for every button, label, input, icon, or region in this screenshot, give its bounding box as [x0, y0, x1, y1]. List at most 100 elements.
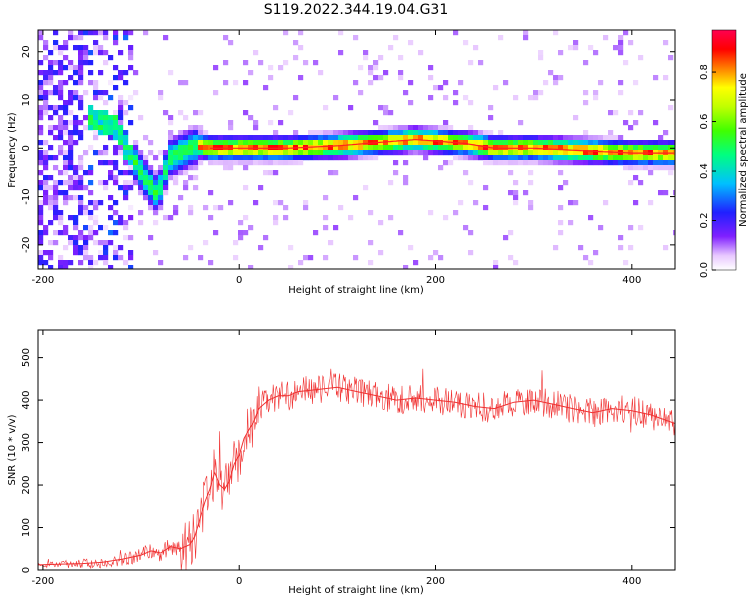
- heatmap-cell: [273, 170, 279, 176]
- heatmap-cell: [388, 215, 394, 221]
- heatmap-cell: [593, 140, 599, 146]
- heatmap-cell: [58, 260, 64, 266]
- heatmap-cell: [358, 145, 364, 151]
- heatmap-cell: [373, 75, 379, 81]
- heatmap-cell: [208, 160, 214, 166]
- heatmap-cell: [543, 80, 549, 86]
- heatmap-cell: [478, 155, 484, 161]
- heatmap-cell: [513, 190, 519, 196]
- heatmap-cell: [198, 125, 204, 131]
- heatmap-cell: [43, 175, 49, 181]
- heatmap-cell: [308, 135, 314, 141]
- heatmap-cell: [473, 135, 479, 141]
- heatmap-cell: [233, 145, 239, 151]
- heatmap-cell: [428, 75, 434, 81]
- heatmap-cell: [633, 175, 639, 181]
- heatmap-cell: [263, 150, 269, 156]
- heatmap-cell: [98, 90, 104, 96]
- heatmap-cell: [218, 135, 224, 141]
- heatmap-cell: [293, 130, 299, 136]
- heatmap-cell: [463, 145, 469, 151]
- colorbar-gradient: [711, 29, 737, 271]
- heatmap-cell: [413, 125, 419, 131]
- heatmap-cell: [423, 145, 429, 151]
- heatmap-cell: [158, 150, 164, 156]
- heatmap-cell: [253, 160, 259, 166]
- heatmap-cell: [68, 110, 74, 116]
- heatmap-cell: [48, 205, 54, 211]
- heatmap-cell: [168, 170, 174, 176]
- heatmap-cell: [378, 105, 384, 111]
- heatmap-cell: [663, 140, 669, 146]
- heatmap-cell: [108, 135, 114, 141]
- heatmap-cell: [428, 210, 434, 216]
- heatmap-cell: [238, 235, 244, 241]
- heatmap-cell: [648, 200, 654, 206]
- heatmap-cell: [273, 105, 279, 111]
- heatmap-cell: [423, 130, 429, 136]
- heatmap-cell: [98, 255, 104, 261]
- heatmap-cell: [93, 150, 99, 156]
- heatmap-cell: [638, 145, 644, 151]
- heatmap-cell: [48, 175, 54, 181]
- heatmap-cell: [148, 190, 154, 196]
- heatmap-cell: [613, 140, 619, 146]
- heatmap-cell: [373, 150, 379, 156]
- heatmap-cell: [323, 255, 329, 261]
- heatmap-cell: [43, 95, 49, 101]
- heatmap-cell: [543, 135, 549, 141]
- heatmap-cell: [613, 145, 619, 151]
- heatmap-cell: [258, 155, 264, 161]
- heatmap-cell: [188, 205, 194, 211]
- heatmap-cell: [273, 140, 279, 146]
- heatmap-cell: [88, 190, 94, 196]
- heatmap-cell: [153, 250, 159, 256]
- heatmap-cell: [458, 130, 464, 136]
- heatmap-cell: [113, 255, 119, 261]
- heatmap-cell: [338, 135, 344, 141]
- heatmap-cell: [663, 190, 669, 196]
- heatmap-cell: [568, 135, 574, 141]
- heatmap-cell: [668, 55, 674, 61]
- heatmap-cell: [58, 130, 64, 136]
- heatmap-cell: [238, 155, 244, 161]
- heatmap-cell: [83, 250, 89, 256]
- heatmap-cell: [438, 165, 444, 171]
- heatmap-cell: [63, 230, 69, 236]
- heatmap-cell: [388, 145, 394, 151]
- heatmap-cell: [403, 160, 409, 166]
- heatmap-cell: [83, 225, 89, 231]
- heatmap-cell: [158, 200, 164, 206]
- heatmap-cell: [128, 215, 134, 221]
- heatmap-cell: [68, 235, 74, 241]
- heatmap-cell: [108, 160, 114, 166]
- heatmap-cell: [658, 145, 664, 151]
- heatmap-cell: [188, 140, 194, 146]
- heatmap-cell: [148, 185, 154, 191]
- heatmap-cell: [243, 140, 249, 146]
- heatmap-cell: [198, 135, 204, 141]
- heatmap-cell: [223, 80, 229, 86]
- heatmap-cell: [68, 90, 74, 96]
- heatmap-cell: [113, 40, 119, 46]
- heatmap-cell: [528, 155, 534, 161]
- heatmap-cell: [598, 145, 604, 151]
- snr-series-noise: [38, 368, 675, 570]
- heatmap-cell: [663, 155, 669, 161]
- heatmap-cell: [43, 260, 49, 266]
- heatmap-cell: [93, 240, 99, 246]
- heatmap-cell: [658, 190, 664, 196]
- heatmap-cell: [233, 240, 239, 246]
- heatmap-cell: [308, 130, 314, 136]
- heatmap-cell: [88, 120, 94, 126]
- heatmap-cell: [113, 30, 119, 36]
- heatmap-cell: [283, 30, 289, 36]
- heatmap-cell: [293, 55, 299, 61]
- heatmap-cell: [58, 255, 64, 261]
- heatmap-cell: [123, 80, 129, 86]
- heatmap-cell: [63, 80, 69, 86]
- heatmap-cell: [458, 135, 464, 141]
- spectrogram-y-tick-label: 20: [21, 45, 32, 58]
- heatmap-cell: [73, 80, 79, 86]
- heatmap-cell: [103, 35, 109, 41]
